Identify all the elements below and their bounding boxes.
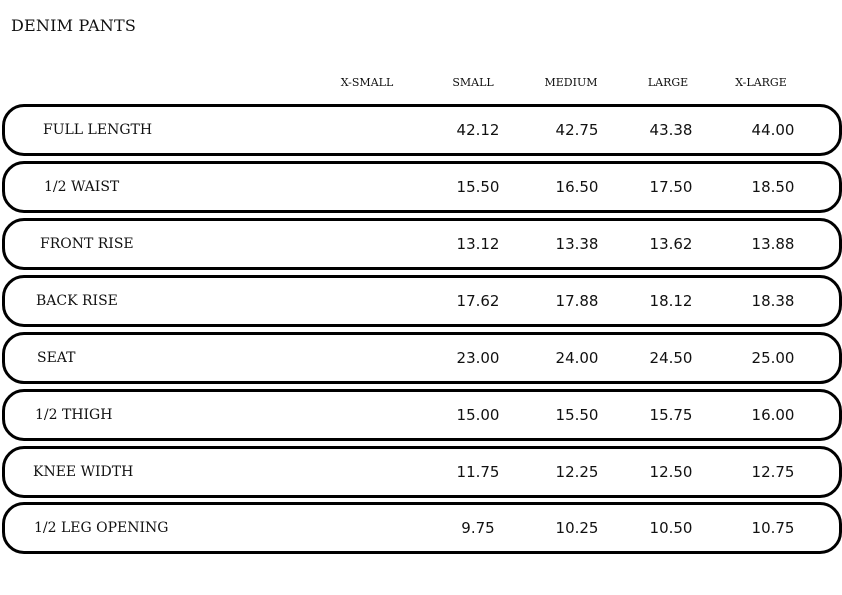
cell-large: 13.62 [649, 235, 693, 253]
table-row: FULL LENGTH 42.12 42.75 43.38 44.00 [2, 104, 842, 156]
cell-x-large: 25.00 [751, 349, 795, 367]
table-row: FRONT RISE 13.12 13.38 13.62 13.88 [2, 218, 842, 270]
column-header-medium: MEDIUM [544, 76, 598, 89]
table-row: 1/2 WAIST 15.50 16.50 17.50 18.50 [2, 161, 842, 213]
row-label: 1/2 LEG OPENING [34, 520, 169, 536]
cell-large: 12.50 [649, 463, 693, 481]
table-row: 1/2 THIGH 15.00 15.50 15.75 16.00 [2, 389, 842, 441]
cell-large: 18.12 [649, 292, 693, 310]
cell-x-large: 10.75 [751, 519, 795, 537]
cell-medium: 17.88 [555, 292, 599, 310]
column-header-small: SMALL [452, 76, 494, 89]
page-title: DENIM PANTS [11, 16, 136, 35]
cell-medium: 10.25 [555, 519, 599, 537]
row-label: SEAT [37, 350, 76, 366]
cell-x-large: 18.38 [751, 292, 795, 310]
cell-medium: 16.50 [555, 178, 599, 196]
column-header-x-large: X-LARGE [735, 76, 787, 89]
row-label: FULL LENGTH [43, 122, 153, 138]
cell-medium: 15.50 [555, 406, 599, 424]
cell-large: 15.75 [649, 406, 693, 424]
table-row: KNEE WIDTH 11.75 12.25 12.50 12.75 [2, 446, 842, 498]
cell-small: 15.50 [456, 178, 500, 196]
cell-medium: 24.00 [555, 349, 599, 367]
cell-small: 13.12 [456, 235, 500, 253]
table-row: BACK RISE 17.62 17.88 18.12 18.38 [2, 275, 842, 327]
cell-x-large: 16.00 [751, 406, 795, 424]
table-row: SEAT 23.00 24.00 24.50 25.00 [2, 332, 842, 384]
cell-large: 10.50 [649, 519, 693, 537]
column-header-large: LARGE [647, 76, 689, 89]
cell-x-large: 13.88 [751, 235, 795, 253]
cell-small: 15.00 [456, 406, 500, 424]
table-row: 1/2 LEG OPENING 9.75 10.25 10.50 10.75 [2, 502, 842, 554]
column-header-x-small: X-SMALL [340, 76, 394, 89]
cell-small: 23.00 [456, 349, 500, 367]
cell-small: 11.75 [456, 463, 500, 481]
cell-small: 42.12 [456, 121, 500, 139]
cell-large: 43.38 [649, 121, 693, 139]
cell-medium: 12.25 [555, 463, 599, 481]
row-label: BACK RISE [36, 293, 118, 309]
row-label: 1/2 THIGH [35, 407, 113, 423]
row-label: FRONT RISE [40, 236, 134, 252]
cell-x-large: 44.00 [751, 121, 795, 139]
cell-medium: 13.38 [555, 235, 599, 253]
cell-large: 17.50 [649, 178, 693, 196]
row-label: KNEE WIDTH [33, 464, 134, 480]
cell-x-large: 12.75 [751, 463, 795, 481]
cell-small: 9.75 [461, 519, 495, 537]
cell-large: 24.50 [649, 349, 693, 367]
cell-small: 17.62 [456, 292, 500, 310]
cell-medium: 42.75 [555, 121, 599, 139]
row-label: 1/2 WAIST [44, 179, 120, 195]
cell-x-large: 18.50 [751, 178, 795, 196]
